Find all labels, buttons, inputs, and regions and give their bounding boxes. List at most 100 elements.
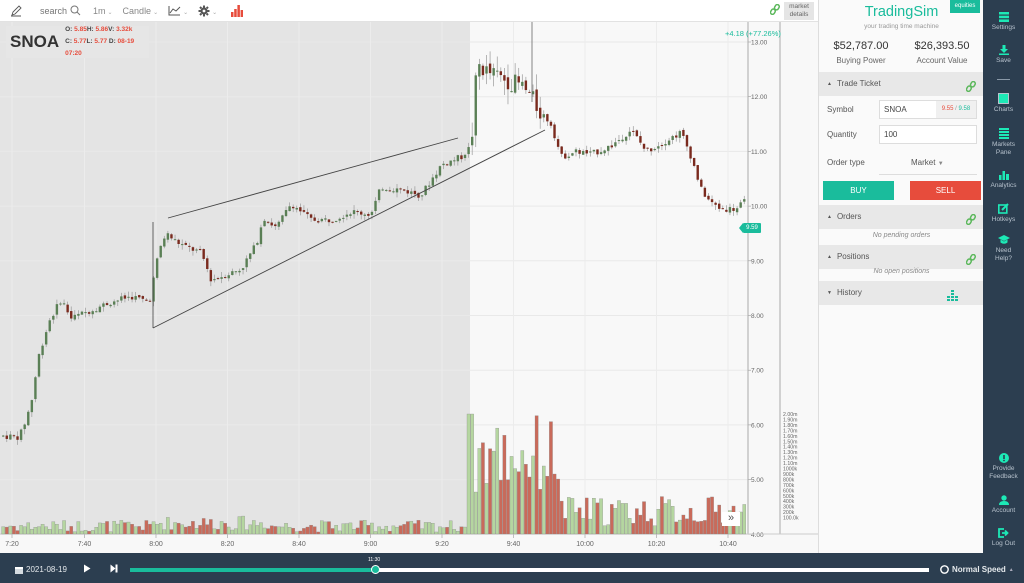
svg-text:1.90m: 1.90m <box>783 417 797 423</box>
step-forward-icon <box>110 564 118 573</box>
indicators-select[interactable]: ⌄ <box>168 5 188 16</box>
close-value: 5.77 <box>73 38 87 45</box>
nav-label: Provide Feedback <box>989 465 1018 480</box>
nav-label: Settings <box>991 24 1016 31</box>
chart-type-select[interactable]: Candle ⌄ <box>122 5 159 17</box>
svg-text:9.00: 9.00 <box>751 258 764 265</box>
play-button[interactable] <box>83 564 91 575</box>
buy-button[interactable]: BUY <box>823 181 894 200</box>
step-forward-button[interactable] <box>110 564 118 575</box>
nav-hotkeys[interactable]: Hotkeys <box>983 203 1024 224</box>
graduation-cap-icon <box>997 235 1010 244</box>
search-input[interactable] <box>40 5 70 16</box>
list-icon <box>998 128 1009 139</box>
svg-text:1.80m: 1.80m <box>783 423 797 429</box>
svg-text:1.20m: 1.20m <box>783 456 797 462</box>
nav-need-help[interactable]: Need Help? <box>983 235 1024 263</box>
nav-log-out[interactable]: Log Out <box>983 528 1024 548</box>
ohlc-info-box: SNOA O: 5.85H: 5.86V: 3.32k C: 5.77L: 5.… <box>6 26 149 58</box>
svg-text:1.60m: 1.60m <box>783 434 797 440</box>
nav-analytics[interactable]: Analytics <box>983 170 1024 190</box>
line-chart-icon <box>168 6 181 16</box>
account-value: $26,393.50 Account Value <box>901 40 983 65</box>
playback-date: 2021-08-19 <box>26 565 67 574</box>
history-chart-icon[interactable] <box>947 287 958 311</box>
order-type-select[interactable]: Market ▼ <box>911 158 944 167</box>
nav-markets-pane[interactable]: Markets Pane <box>983 128 1024 157</box>
speed-select[interactable]: Normal Speed ▲ <box>940 565 1014 574</box>
candlestick-chart-canvas[interactable]: 13.00 12.00 11.00 10.00 9.00 8.00 7.00 6.00 5.00… <box>0 22 818 553</box>
order-type-value: Market <box>911 158 936 167</box>
svg-text:800k: 800k <box>783 477 795 483</box>
sell-button[interactable]: SELL <box>910 181 981 200</box>
symbol-input[interactable]: SNOA 9.55 / 9.58 <box>879 100 977 119</box>
chart-settings-select[interactable]: ⌄ <box>198 5 217 17</box>
bid-ask-separator: / <box>953 106 959 112</box>
svg-text:10:00: 10:00 <box>576 541 594 548</box>
svg-text:13.00: 13.00 <box>751 40 768 47</box>
high-value: 5.86 <box>95 26 109 33</box>
account-value-label: Account Value <box>916 56 968 65</box>
orders-title: Orders <box>836 212 862 222</box>
close-label: C: <box>65 38 72 45</box>
svg-text:8:20: 8:20 <box>221 541 235 548</box>
svg-text:1.70m: 1.70m <box>783 428 797 434</box>
orders-header[interactable]: ▲ Orders <box>819 205 984 229</box>
open-label: O: <box>65 26 73 33</box>
timeline-handle[interactable] <box>371 565 380 574</box>
nav-label: Hotkeys <box>991 216 1016 223</box>
history-title: History <box>836 288 862 298</box>
nav-label: Need Help? <box>995 247 1012 262</box>
chart-type-label: Candle <box>122 5 152 16</box>
nav-provide-feedback[interactable]: Provide Feedback <box>983 453 1024 481</box>
svg-text:100.0k: 100.0k <box>783 516 799 522</box>
equities-badge[interactable]: equities <box>950 0 980 13</box>
nav-save[interactable]: Save <box>983 45 1024 65</box>
calendar-icon <box>15 566 23 574</box>
nav-charts[interactable]: Charts <box>983 93 1024 114</box>
scroll-to-latest-button[interactable]: » <box>722 512 740 526</box>
play-icon <box>84 564 91 573</box>
svg-text:1.50m: 1.50m <box>783 439 797 445</box>
link-chart-button[interactable] <box>769 3 780 17</box>
chevron-down-icon: ⌄ <box>212 10 218 16</box>
chevron-down-icon: ⌄ <box>153 10 159 16</box>
interval-select[interactable]: 1m ⌄ <box>93 5 113 17</box>
positions-header[interactable]: ▲ Positions <box>819 245 984 269</box>
pencil-icon <box>11 4 22 16</box>
link-icon[interactable] <box>965 78 976 102</box>
svg-text:10.00: 10.00 <box>751 204 768 211</box>
svg-text:8.00: 8.00 <box>751 313 764 320</box>
draw-tool-button[interactable] <box>10 4 22 17</box>
link-icon <box>769 3 780 16</box>
symbol-label: Symbol <box>827 105 854 114</box>
svg-text:10:20: 10:20 <box>648 541 666 548</box>
nav-account[interactable]: Account <box>983 495 1024 515</box>
quantity-value: 100 <box>884 130 898 139</box>
date-value: 08-19 07:20 <box>65 38 135 57</box>
svg-text:1.10m: 1.10m <box>783 461 797 467</box>
svg-text:700k: 700k <box>783 483 795 489</box>
volume-value: 3.32k <box>116 26 133 33</box>
trade-ticket-header[interactable]: ▲ Trade Ticket <box>819 72 984 96</box>
quantity-input[interactable]: 100 <box>879 125 977 144</box>
playback-timeline-slider[interactable] <box>130 568 929 572</box>
market-details-button[interactable]: market details <box>784 2 814 20</box>
svg-text:10:40: 10:40 <box>719 541 737 548</box>
link-icon[interactable] <box>965 251 976 275</box>
svg-text:8:40: 8:40 <box>292 541 306 548</box>
collapse-icon: ▲ <box>827 254 832 260</box>
symbol-search[interactable] <box>36 1 85 20</box>
volume-profile-button[interactable] <box>231 4 244 17</box>
history-header[interactable]: ▼ History <box>819 281 984 305</box>
price-chart[interactable]: 13.00 12.00 11.00 10.00 9.00 8.00 7.00 6.00 5.00… <box>0 22 818 553</box>
link-icon[interactable] <box>965 211 976 235</box>
nav-divider <box>997 79 1010 80</box>
chevron-down-icon: ⌄ <box>183 10 189 16</box>
nav-settings[interactable]: Settings <box>983 12 1024 32</box>
order-type-label: Order type <box>827 158 865 167</box>
date-picker[interactable]: 2021-08-19 <box>15 565 67 574</box>
analytics-icon <box>998 171 1009 180</box>
svg-text:7:40: 7:40 <box>78 541 92 548</box>
svg-text:4.00: 4.00 <box>751 532 764 539</box>
